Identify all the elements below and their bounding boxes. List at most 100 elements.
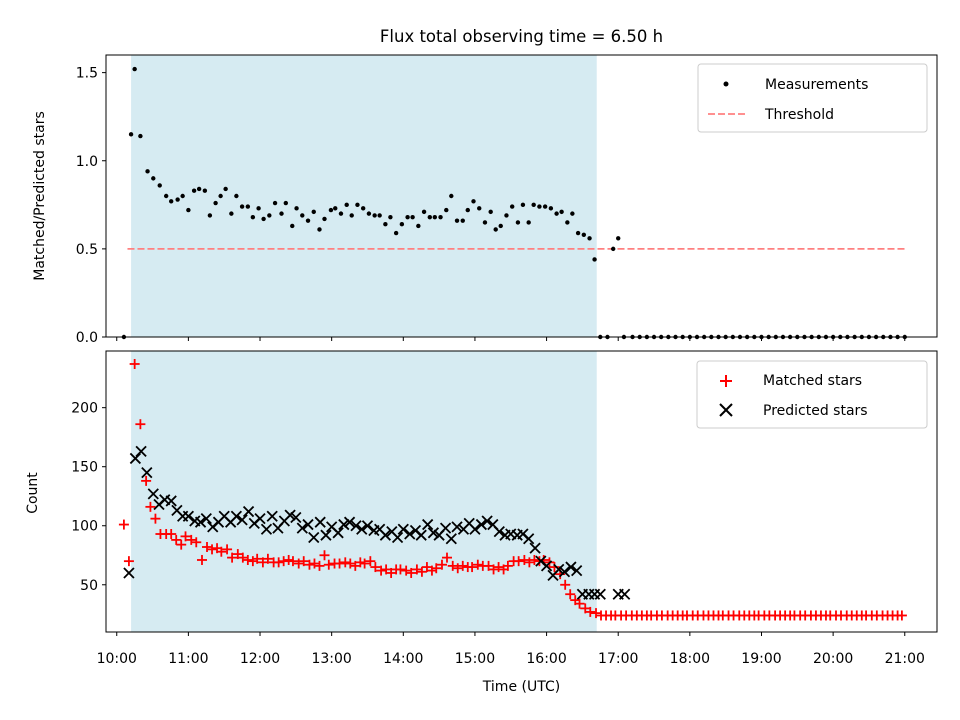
measurement-point	[333, 206, 338, 211]
measurement-point	[421, 209, 427, 215]
predicted-star-point	[493, 526, 505, 538]
predicted-star-point	[469, 523, 481, 535]
predicted-star-point	[296, 522, 308, 534]
bottom-x-ticks: 10:00 11:00 12:00 13:00 14:00 15:00 16:00 17:00…	[97, 632, 925, 667]
matched-star-point	[237, 552, 248, 563]
matched-star-point	[436, 559, 447, 570]
predicted-star-point	[290, 511, 302, 524]
predicted-star-point	[439, 522, 452, 534]
predicted-star-point	[404, 528, 416, 540]
measurement-point	[360, 206, 366, 211]
measurement-point	[559, 209, 564, 215]
measurement-point	[349, 213, 354, 218]
legend-threshold-label: Threshold	[764, 107, 834, 123]
top-legend: Measurements Threshold	[697, 63, 928, 133]
predicted-star-point	[475, 518, 488, 531]
matched-star-point	[262, 553, 273, 564]
matched-star-point	[207, 544, 218, 555]
predicted-star-point	[445, 533, 457, 545]
matched-star-point	[406, 567, 417, 578]
matched-star-point	[298, 556, 309, 567]
predicted-star-point	[320, 529, 332, 541]
x-tick-label: 11:00	[168, 651, 208, 667]
matched-star-point	[493, 562, 504, 573]
matched-star-point	[141, 475, 152, 486]
predicted-star-point	[129, 452, 142, 465]
matched-star-point	[350, 560, 361, 571]
matched-star-point	[416, 566, 427, 577]
x-tick-label: 15:00	[455, 651, 495, 667]
matched-star-point	[273, 557, 284, 568]
measurement-point	[151, 176, 156, 181]
measurement-point	[399, 222, 405, 227]
matched-star-point	[283, 554, 294, 565]
matched-star-point	[216, 546, 227, 557]
predicted-star-point	[529, 542, 541, 554]
measurement-point	[537, 204, 542, 209]
legend-measurements-label: Measurements	[765, 77, 868, 93]
legend-predicted-label: Predicted stars	[763, 403, 868, 419]
predicted-star-point	[619, 588, 631, 600]
predicted-star-point	[565, 561, 577, 573]
predicted-star-point	[236, 514, 248, 526]
top-y-tick-label: 0.5	[76, 242, 98, 258]
measurement-point	[520, 202, 526, 208]
top-plot-frame	[105, 54, 938, 338]
measurement-point	[196, 186, 202, 192]
bottom-y-tick-label: 150	[71, 460, 98, 476]
legend-predicted-marker	[719, 403, 733, 417]
measurement-point	[454, 218, 460, 223]
matched-star-point	[242, 554, 253, 565]
matched-star-point	[524, 557, 535, 568]
matched-star-point	[176, 539, 187, 550]
predicted-star-point	[350, 520, 362, 532]
top-legend-box	[697, 63, 928, 133]
measurement-point	[163, 193, 169, 199]
matched-star-point	[370, 562, 381, 573]
measurement-point	[366, 211, 372, 216]
predicted-star-point	[194, 516, 207, 528]
matched-star-point	[472, 559, 483, 570]
x-tick-label: 13:00	[311, 651, 351, 667]
measurement-point	[250, 214, 256, 220]
measurement-point	[570, 211, 575, 216]
matched-star-point	[135, 419, 146, 430]
matched-star-point	[323, 559, 334, 570]
x-tick-label: 18:00	[670, 651, 710, 667]
predicted-star-point	[182, 510, 195, 522]
matched-star-point	[314, 560, 325, 571]
predicted-star-point	[332, 527, 344, 539]
matched-star-point	[447, 560, 458, 571]
predicted-star-point	[391, 531, 404, 544]
measurement-point	[186, 207, 191, 213]
measurement-point	[128, 132, 134, 137]
matched-star-point	[359, 558, 370, 569]
measurement-point	[509, 204, 515, 209]
matched-star-point	[180, 531, 191, 542]
predicted-star-point	[343, 516, 356, 528]
matched-star-point	[222, 544, 233, 555]
bottom-y-tick-label: 100	[71, 519, 98, 535]
measurement-point	[542, 204, 548, 209]
x-tick-label: 14:00	[383, 651, 423, 667]
top-y-tick-label: 1.0	[76, 154, 98, 170]
measurement-point	[145, 169, 150, 174]
measurement-point	[548, 206, 554, 211]
predicted-star-point	[260, 523, 273, 535]
measurement-point	[477, 206, 482, 211]
predicted-star-point	[308, 531, 320, 544]
measurement-point	[338, 211, 344, 216]
measurement-point	[388, 214, 393, 220]
matched-star-point	[334, 558, 345, 569]
measurement-point	[427, 214, 433, 220]
bottom-panel: 50 100 150 200 10:00 11:00 12:00 13:00 14:00 15:…	[25, 350, 938, 695]
matched-star-point	[171, 534, 182, 545]
matched-star-point	[319, 550, 330, 561]
x-tick-label: 10:00	[97, 651, 137, 667]
matched-star-point	[483, 560, 494, 571]
bottom-shaded-interval	[131, 351, 597, 632]
top-panel: 0.0 0.5 1.0 1.5 Matched/Predicted stars Mea…	[32, 54, 938, 346]
predicted-star-point	[135, 445, 147, 457]
predicted-star-point	[165, 495, 177, 507]
